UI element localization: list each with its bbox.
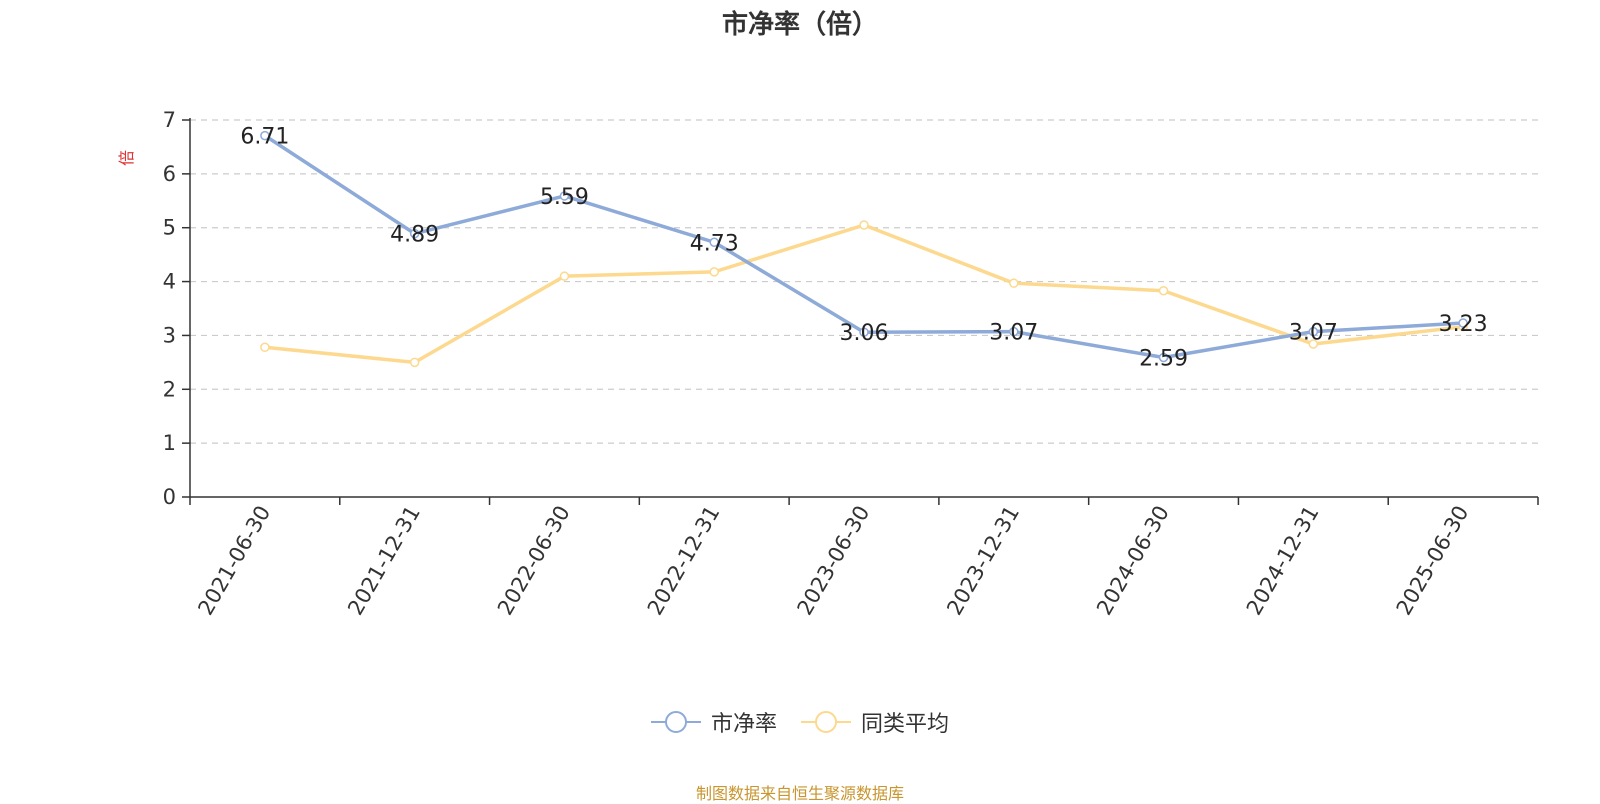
x-tick-label: 2021-06-30 [193,502,275,620]
axes: 0 1 2 3 4 5 6 7 2021-06-30 2021-12-31 2022-06-30 20… [163,108,1539,620]
y-tick-label: 1 [163,431,176,455]
data-point [709,237,719,248]
data-point [559,191,570,201]
data-point [559,271,570,281]
data-label: 3.23 [1439,312,1488,337]
legend-label: 市净率 [710,712,777,737]
x-tick-label: 2024-06-30 [1092,502,1174,620]
legend-item[interactable]: 同类平均 [801,706,949,738]
y-tick-label: 2 [163,377,176,401]
source-note: 制图数据来自恒生聚源数据库 [695,784,904,803]
legend: 市净率 同类平均 [0,706,1600,738]
x-tick-label: 2023-06-30 [793,502,875,620]
x-tick-label: 2023-12-31 [942,502,1024,620]
data-point [1308,326,1319,337]
data-point [260,342,270,353]
y-tick-label: 5 [163,216,176,240]
y-axis-label: 倍 [117,150,136,166]
data-label: 3.07 [1289,321,1338,346]
y-tick-label: 6 [163,162,176,186]
legend-marker-icon [650,711,701,733]
legend-item[interactable]: 市净率 [650,706,777,738]
data-label: 3.06 [840,321,889,346]
data-label: 3.07 [989,321,1038,346]
data-labels: 6.71 4.89 5.59 4.73 3.06 3.07 2.59 3.07 3.23 [240,125,1487,372]
y-tick-label: 0 [163,485,176,509]
data-label: 2.59 [1139,347,1188,372]
x-tick-label: 2021-12-31 [343,501,425,619]
legend-marker-icon [801,711,851,733]
x-tick-label: 2022-12-31 [643,502,725,620]
chart-title: 市净率（倍） [721,10,878,40]
y-tick-label: 3 [163,323,176,347]
x-tick-label: 2022-06-30 [493,502,575,620]
data-label: 6.71 [240,125,289,150]
data-label: 5.59 [540,185,589,210]
series-lines [260,130,1468,368]
gridlines [190,119,1538,444]
data-point [709,267,719,277]
x-tick-label: 2025-06-30 [1392,502,1474,620]
y-tick-label: 4 [163,270,176,294]
data-point [1458,318,1468,328]
data-point [260,130,270,141]
data-label: 4.73 [690,231,739,256]
data-point [859,327,869,337]
x-tick-label: 2024-12-31 [1242,502,1324,620]
y-tick-label: 7 [163,108,176,132]
data-point [409,228,420,239]
data-label: 4.89 [390,223,439,248]
data-point [1158,285,1169,296]
data-point [1009,278,1019,288]
data-point [1308,339,1319,349]
data-point [1158,352,1169,363]
legend-label: 同类平均 [861,712,950,737]
data-point [1009,326,1019,337]
data-point [409,357,420,368]
data-point [859,220,869,230]
